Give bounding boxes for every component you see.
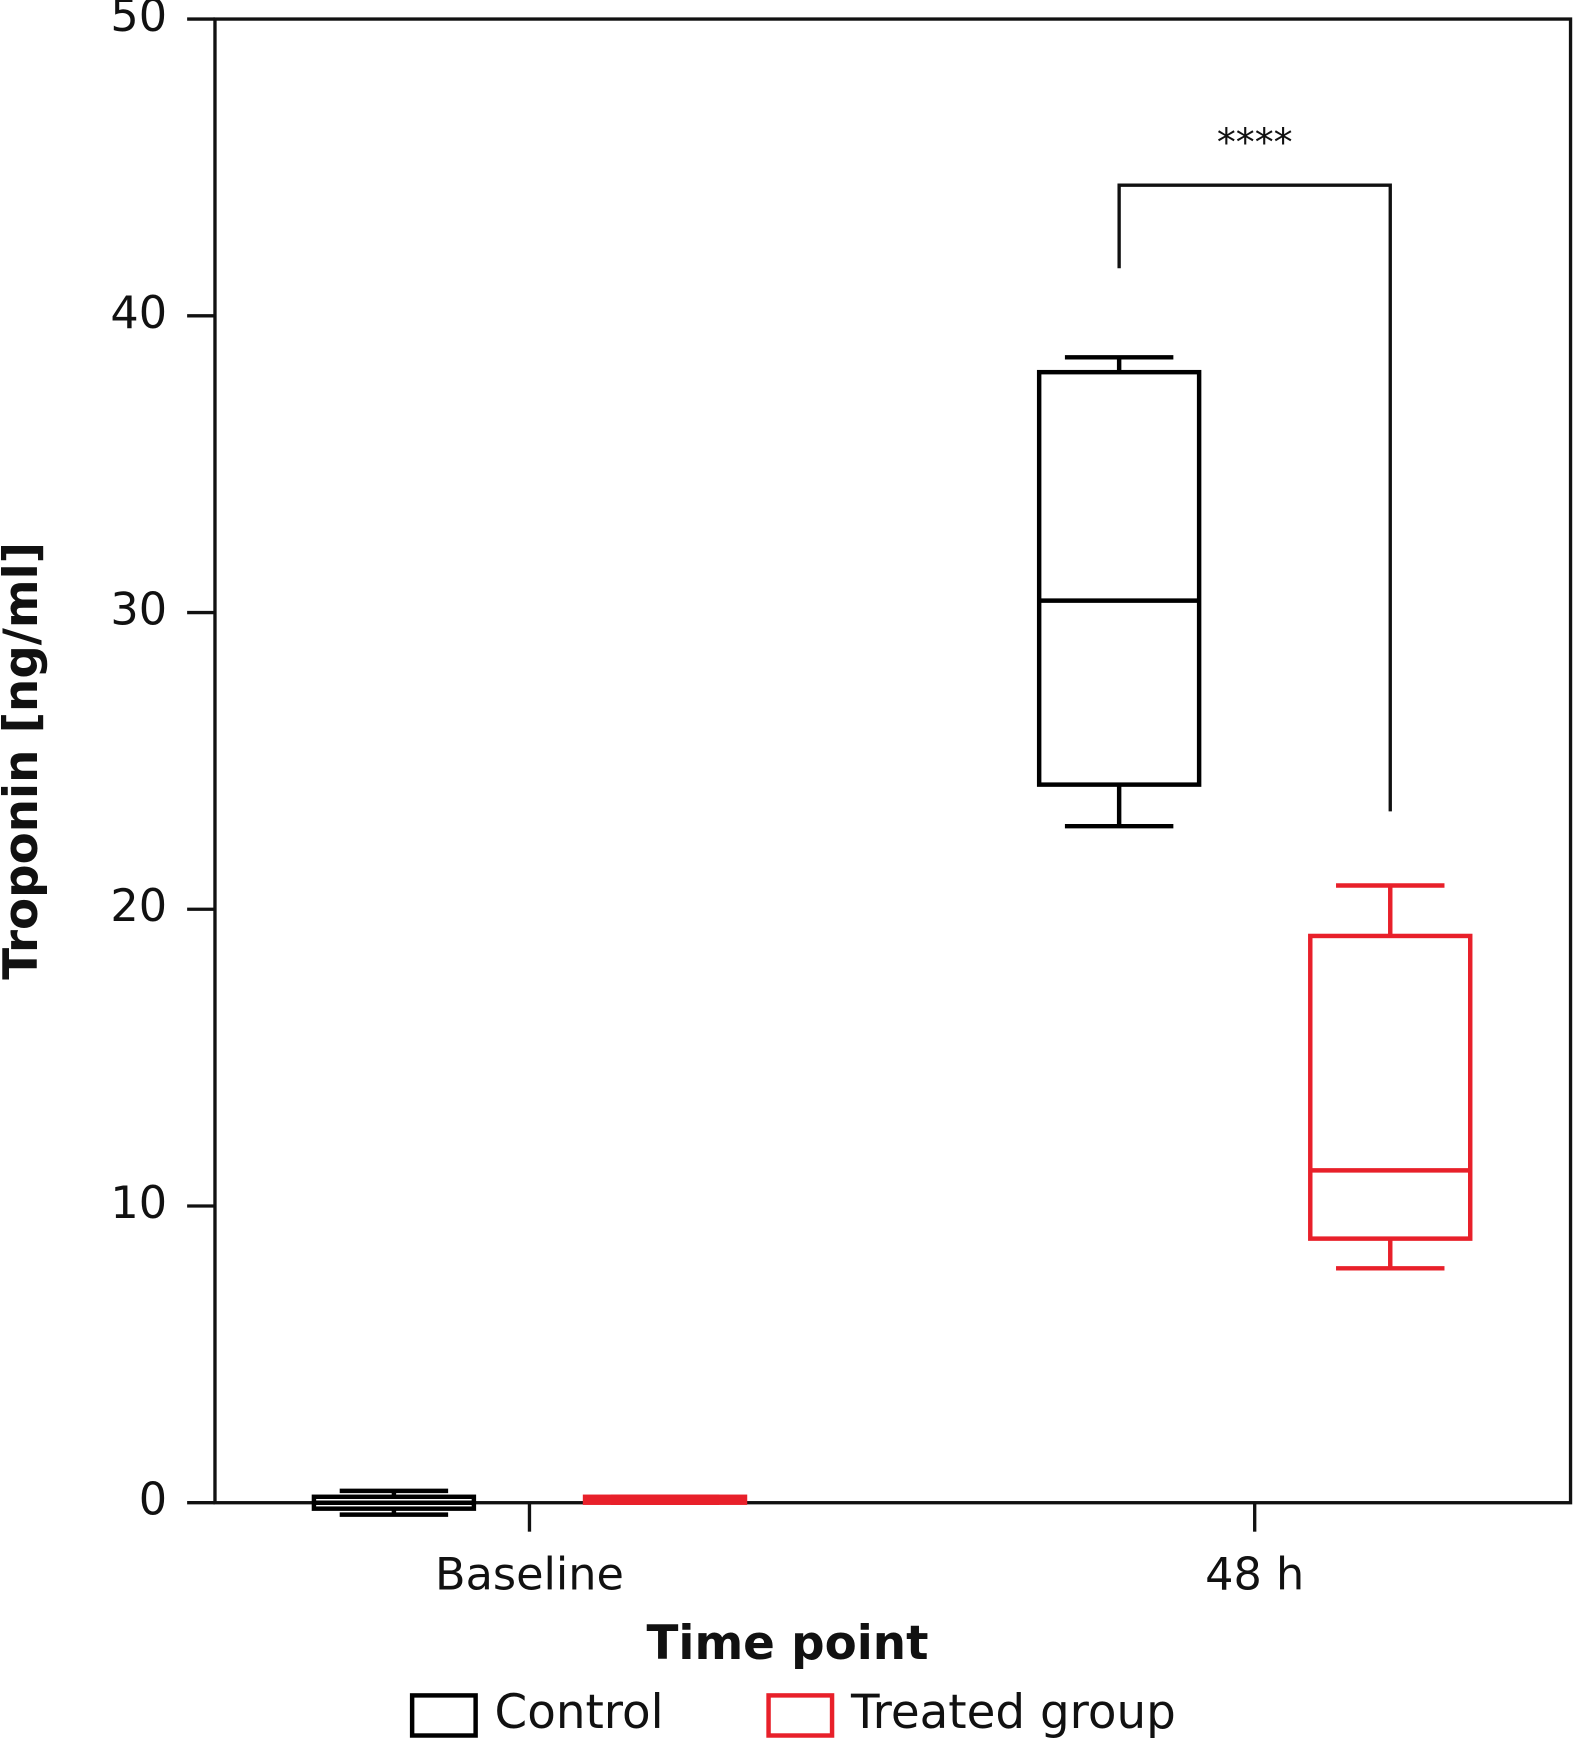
plot-frame xyxy=(213,17,1573,1505)
y-tick-label: 20 xyxy=(110,880,167,932)
legend-label: Control xyxy=(495,1686,664,1740)
y-tick-label: 0 xyxy=(139,1474,167,1526)
significance-bracket xyxy=(1117,183,1392,812)
x-axis-label: Time point xyxy=(647,1617,929,1671)
box xyxy=(1036,369,1202,787)
y-tick-label: 40 xyxy=(110,287,167,339)
legend-swatch xyxy=(766,1693,835,1738)
y-axis-label: Troponin [ng/ml] xyxy=(0,542,49,980)
y-tick-label: 10 xyxy=(110,1177,167,1229)
legend-swatch xyxy=(409,1693,478,1738)
y-tick-label: 30 xyxy=(110,584,167,636)
legend-label: Treated group xyxy=(850,1686,1176,1740)
y-tick-label: 50 xyxy=(110,0,167,42)
x-tick-label: Baseline xyxy=(435,1548,624,1600)
significance-label: **** xyxy=(1217,121,1293,165)
x-tick-label: 48 h xyxy=(1205,1548,1304,1600)
box xyxy=(1308,933,1473,1241)
